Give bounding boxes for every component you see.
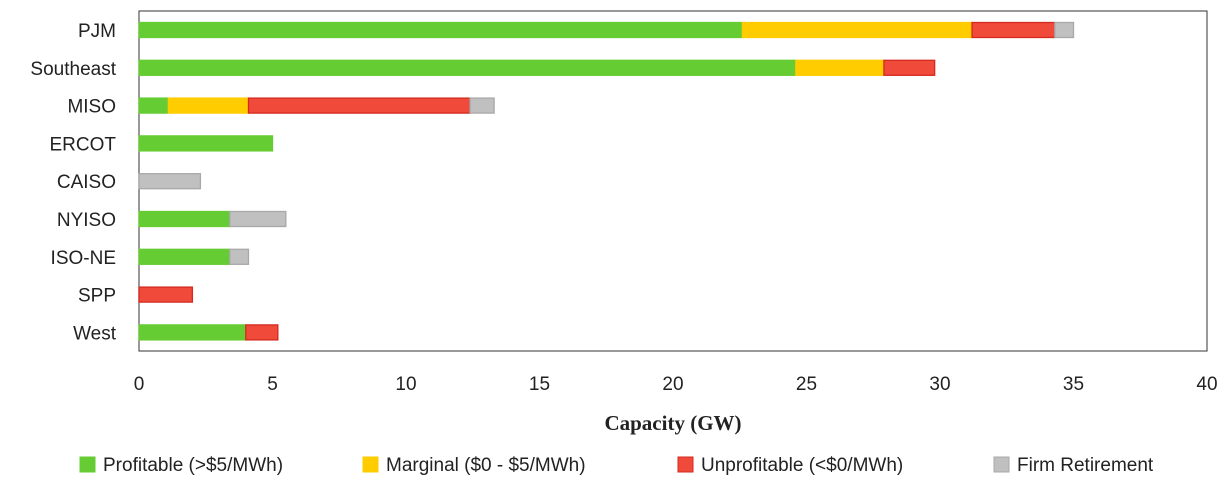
x-tick-label-0: 0 [134,374,145,395]
category-label-west: West [73,323,117,344]
legend-swatch-firm-retirement [993,456,1010,473]
bar-miso-unprofitable-0-mwh [247,97,471,114]
category-label-caiso: CAISO [57,172,116,193]
bar-ercot-profitable-5-mwh [138,135,274,152]
bar-miso-profitable-5-mwh [138,97,170,114]
x-tick-label-25: 25 [796,374,817,395]
x-tick-label-30: 30 [929,374,950,395]
x-tick-label-5: 5 [267,374,278,395]
category-labels: PJM Southeast MISO ERCOT CAISO NYISO ISO-NE SPP… [30,21,116,344]
legend-label-unprofitable-0-mwh: Unprofitable (<$0/MWh) [701,455,903,476]
bar-miso-marginal-0-5-mwh [167,97,250,114]
x-tick-label-40: 40 [1196,374,1217,395]
bar-nyiso-firm-retirement [229,210,287,228]
legend-swatch-profitable-5-mwh [79,456,96,473]
bar-spp-unprofitable-0-mwh [138,286,194,303]
bar-pjm-marginal-0-5-mwh [741,21,973,39]
legend-label-marginal-0-5-mwh: Marginal ($0 - $5/MWh) [386,455,586,476]
legend: Profitable (>$5/MWh) Marginal ($0 - $5/MW… [79,455,1154,476]
category-label-ercot: ERCOT [50,134,117,155]
bar-west-unprofitable-0-mwh [245,324,279,341]
bar-caiso-firm-retirement [138,173,202,190]
category-label-nyiso: NYISO [57,210,116,231]
bar-pjm-unprofitable-0-mwh [971,21,1056,39]
bar-pjm-firm-retirement [1054,21,1075,39]
bars-layer [138,21,1075,341]
legend-swatch-unprofitable-0-mwh [677,456,694,473]
bar-nyiso-profitable-5-mwh [138,210,231,228]
x-tick-label-35: 35 [1063,374,1084,395]
x-axis-title: Capacity (GW) [604,411,741,435]
category-label-iso-ne: ISO-NE [51,248,116,269]
x-tick-label-20: 20 [662,374,683,395]
bar-miso-firm-retirement [469,97,495,114]
bar-west-profitable-5-mwh [138,324,247,341]
x-tick-label-15: 15 [529,374,550,395]
category-label-southeast: Southeast [30,59,116,80]
x-tick-label-10: 10 [395,374,416,395]
category-label-miso: MISO [67,97,116,118]
legend-swatch-marginal-0-5-mwh [362,456,379,473]
legend-label-firm-retirement: Firm Retirement [1017,455,1154,476]
bar-southeast-unprofitable-0-mwh [883,59,936,76]
bar-iso-ne-firm-retirement [229,248,250,265]
bar-southeast-marginal-0-5-mwh [795,59,885,76]
x-tick-labels: 0 5 10 15 20 25 30 35 40 [134,374,1218,395]
legend-label-profitable-5-mwh: Profitable (>$5/MWh) [103,455,283,476]
bar-iso-ne-profitable-5-mwh [138,248,231,265]
bar-pjm-profitable-5-mwh [138,21,744,39]
category-label-spp: SPP [78,286,116,307]
bar-southeast-profitable-5-mwh [138,59,797,76]
category-label-pjm: PJM [78,21,116,42]
